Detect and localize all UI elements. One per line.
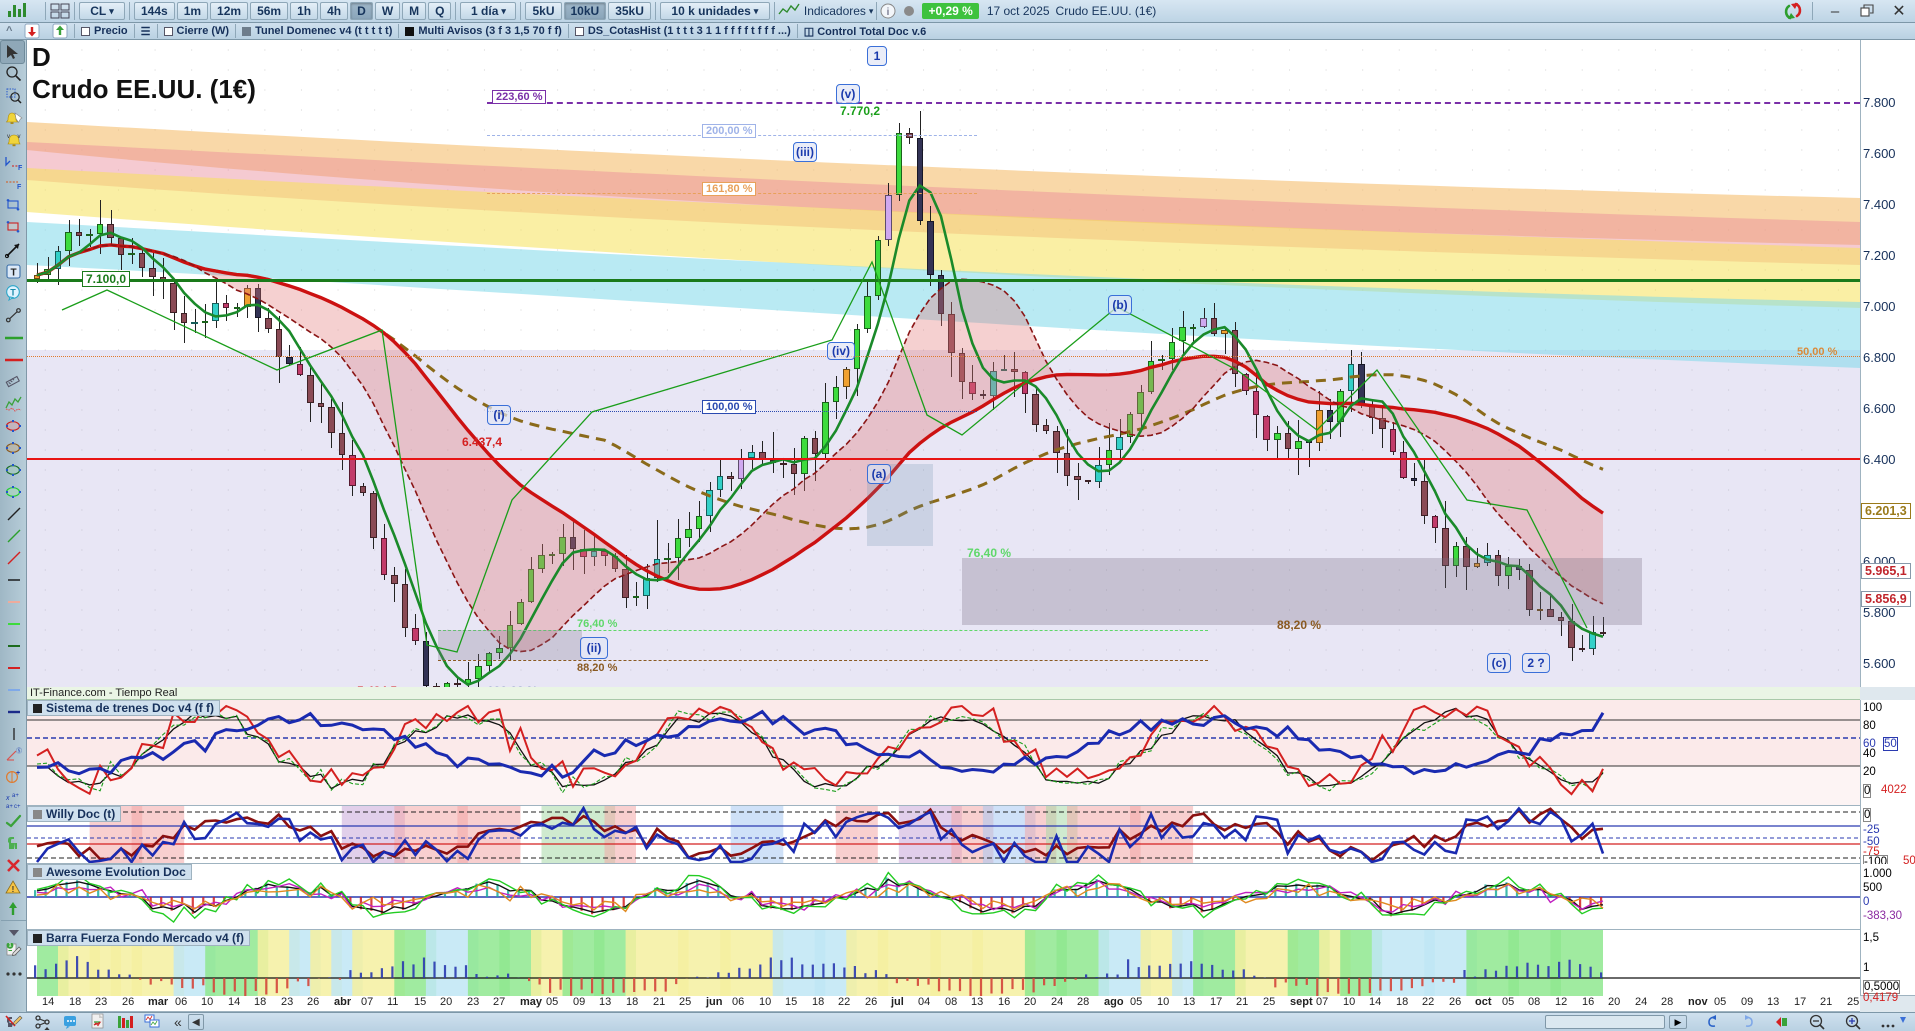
svg-text:F: F xyxy=(18,165,23,171)
svg-text:1: 1 xyxy=(8,943,11,949)
svg-text:v: v xyxy=(17,134,20,140)
svg-text:i: i xyxy=(887,7,889,18)
svg-text:!: ! xyxy=(11,885,14,894)
svg-text:T: T xyxy=(10,288,16,298)
svg-text:c+: c+ xyxy=(14,804,21,809)
svg-text:a+: a+ xyxy=(6,804,13,809)
svg-text:v: v xyxy=(7,134,10,140)
svg-text:+: + xyxy=(16,770,20,777)
svg-text:T: T xyxy=(10,268,16,279)
svg-text:a+: a+ xyxy=(12,793,19,799)
svg-text:x: x xyxy=(5,795,10,802)
svg-text:F: F xyxy=(17,184,22,191)
svg-text:Ⓢ: Ⓢ xyxy=(16,747,22,755)
